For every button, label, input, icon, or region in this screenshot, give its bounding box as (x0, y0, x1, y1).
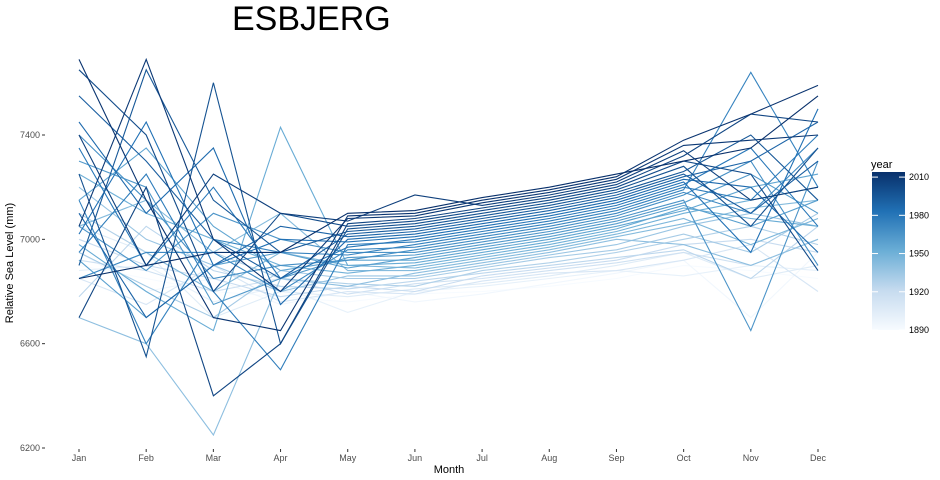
series-line-1905 (78, 225, 819, 319)
legend-tick-label: 1950 (909, 249, 929, 259)
series-line-1936 (78, 186, 819, 293)
x-tick-label: Nov (743, 453, 760, 463)
legend-colorbar (872, 172, 905, 330)
series-line-2001 (78, 69, 819, 293)
plot-lines (78, 57, 819, 437)
legend-tick-label: 1980 (909, 210, 929, 220)
legend-tick-label: 2010 (909, 172, 929, 182)
series-line-1956 (78, 147, 819, 272)
x-tick-label: Feb (138, 453, 154, 463)
series-line-1890 (78, 264, 819, 303)
y-tick-label: 7400 (20, 130, 40, 140)
series-line-2010 (78, 57, 819, 293)
series-line-1950 (78, 173, 819, 274)
series-line-1953 (78, 125, 819, 332)
series-line-2014 (78, 95, 819, 280)
legend-tick-label: 1920 (909, 287, 929, 297)
series-line-2004 (78, 113, 819, 397)
series-line-1971 (78, 147, 819, 293)
series-line-1900 (78, 264, 819, 313)
color-legend: year 1890 1920 1950 1980 2010 (871, 159, 929, 335)
series-line-1932 (78, 212, 819, 319)
series-line-1962 (78, 160, 819, 306)
series-line-1965 (78, 160, 819, 332)
series-line-1924 (78, 225, 819, 298)
x-tick-label: Mar (206, 453, 222, 463)
x-tick-label: May (339, 453, 357, 463)
series-line-1992 (78, 95, 819, 280)
chart-title: ESBJERG (232, 0, 391, 38)
series-line-1998 (78, 82, 819, 359)
x-tick-label: Dec (810, 453, 827, 463)
series-line-1940 (78, 238, 819, 437)
x-tick-label: Sep (608, 453, 624, 463)
series-line-1977 (78, 134, 819, 371)
x-tick-label: Aug (541, 453, 557, 463)
legend-ticks: 1890 1920 1950 1980 2010 (872, 172, 929, 335)
legend-tick-label: 1890 (909, 325, 929, 335)
legend-title: year (871, 159, 893, 171)
x-tick-label: Apr (274, 453, 288, 463)
series-line-1920 (78, 238, 819, 298)
series-line-1995 (78, 68, 819, 266)
series-line-1894 (78, 251, 819, 319)
series-line-2012 (78, 59, 819, 332)
y-axis-title: Relative Sea Level (mm) (4, 203, 16, 323)
x-axis-title: Month (434, 464, 465, 476)
x-axis: Jan Feb Mar Apr May Jun Jul Aug Sep Oct Nov Dec (72, 449, 827, 463)
series-line-1983 (78, 108, 819, 267)
y-tick-label: 7000 (20, 234, 40, 244)
x-tick-label: Jan (72, 453, 87, 463)
x-tick-label: Oct (677, 453, 692, 463)
x-tick-label: Jul (476, 453, 488, 463)
series-line-1974 (78, 71, 819, 345)
series-line-1989 (78, 121, 819, 319)
x-tick-label: Jun (408, 453, 423, 463)
y-axis: 6200 6600 7000 7400 (20, 130, 45, 453)
y-tick-label: 6600 (20, 339, 40, 349)
series-line-1980 (78, 147, 819, 280)
y-tick-label: 6200 (20, 443, 40, 453)
